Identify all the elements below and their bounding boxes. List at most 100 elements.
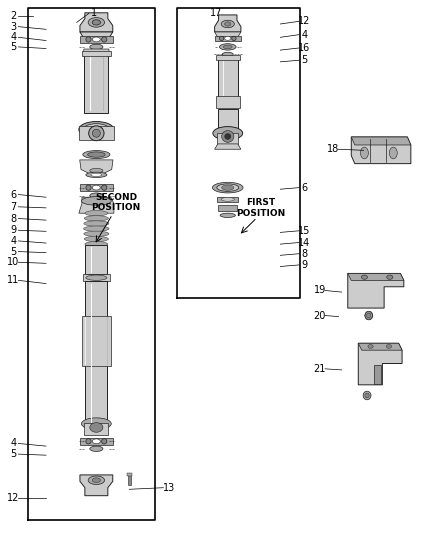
Ellipse shape: [84, 226, 109, 231]
Ellipse shape: [86, 275, 107, 280]
Ellipse shape: [223, 45, 232, 49]
Text: 12: 12: [298, 17, 311, 26]
Ellipse shape: [90, 446, 103, 451]
Ellipse shape: [86, 439, 91, 444]
Ellipse shape: [360, 147, 368, 159]
Polygon shape: [80, 160, 113, 174]
Text: SECOND
POSITION: SECOND POSITION: [92, 193, 141, 212]
Ellipse shape: [368, 345, 373, 349]
Ellipse shape: [92, 130, 100, 137]
Bar: [80, 184, 113, 191]
Text: 5: 5: [10, 247, 16, 256]
Ellipse shape: [84, 216, 109, 221]
Ellipse shape: [86, 185, 91, 190]
Polygon shape: [80, 13, 113, 32]
Ellipse shape: [222, 185, 234, 190]
Ellipse shape: [86, 37, 91, 42]
Ellipse shape: [217, 184, 239, 191]
Ellipse shape: [219, 44, 236, 50]
Text: 9: 9: [301, 260, 307, 270]
Bar: [215, 55, 240, 60]
Ellipse shape: [225, 133, 231, 140]
Text: 6: 6: [10, 190, 16, 199]
Polygon shape: [215, 15, 241, 32]
Text: 8: 8: [301, 249, 307, 259]
Text: 19: 19: [314, 286, 326, 295]
Bar: [218, 109, 237, 134]
Ellipse shape: [225, 36, 231, 40]
Polygon shape: [215, 32, 241, 37]
Ellipse shape: [219, 36, 224, 41]
Ellipse shape: [361, 275, 367, 279]
Ellipse shape: [79, 122, 114, 138]
Text: 17: 17: [210, 9, 222, 18]
Text: 7: 7: [10, 202, 16, 212]
Polygon shape: [80, 475, 113, 496]
Ellipse shape: [90, 423, 103, 432]
Polygon shape: [358, 343, 402, 385]
Ellipse shape: [102, 185, 107, 190]
Ellipse shape: [85, 241, 108, 247]
Bar: [84, 54, 109, 113]
Text: 4: 4: [10, 439, 16, 448]
Bar: [84, 423, 109, 435]
Ellipse shape: [90, 193, 103, 198]
Ellipse shape: [86, 172, 107, 177]
Ellipse shape: [386, 345, 392, 349]
Text: 18: 18: [327, 144, 339, 154]
Text: 8: 8: [10, 214, 16, 223]
Bar: [80, 438, 113, 445]
Ellipse shape: [88, 152, 105, 157]
Ellipse shape: [84, 236, 109, 241]
Polygon shape: [351, 137, 411, 164]
Text: 4: 4: [10, 236, 16, 246]
Polygon shape: [358, 343, 402, 350]
Polygon shape: [351, 137, 411, 145]
Bar: [217, 197, 238, 202]
Ellipse shape: [389, 147, 397, 159]
Ellipse shape: [81, 197, 111, 205]
Text: 20: 20: [314, 311, 326, 320]
Text: 5: 5: [10, 449, 16, 459]
Ellipse shape: [85, 211, 108, 216]
Polygon shape: [215, 144, 241, 149]
Ellipse shape: [84, 221, 109, 226]
Text: FIRST
POSITION: FIRST POSITION: [236, 198, 285, 217]
Ellipse shape: [102, 439, 107, 444]
Bar: [82, 51, 110, 56]
Ellipse shape: [367, 313, 371, 318]
Polygon shape: [83, 49, 110, 56]
Polygon shape: [348, 273, 404, 280]
Text: 5: 5: [10, 42, 16, 52]
Text: 21: 21: [314, 364, 326, 374]
Polygon shape: [79, 126, 114, 140]
Ellipse shape: [213, 126, 243, 140]
Polygon shape: [348, 273, 404, 308]
Bar: [82, 316, 110, 367]
Polygon shape: [79, 197, 114, 213]
Ellipse shape: [91, 173, 102, 176]
Bar: [215, 96, 240, 108]
Bar: [218, 59, 237, 97]
Bar: [217, 133, 238, 144]
Ellipse shape: [363, 391, 371, 400]
Text: 14: 14: [298, 238, 311, 247]
Ellipse shape: [81, 418, 111, 430]
Ellipse shape: [83, 150, 110, 159]
Bar: [127, 473, 132, 476]
Ellipse shape: [102, 37, 107, 42]
Ellipse shape: [92, 20, 100, 25]
Text: 4: 4: [10, 33, 16, 42]
Ellipse shape: [92, 185, 100, 190]
Bar: [215, 36, 241, 41]
Ellipse shape: [92, 37, 100, 42]
Text: 1: 1: [91, 9, 97, 18]
Polygon shape: [374, 365, 381, 384]
Ellipse shape: [223, 52, 233, 56]
Ellipse shape: [92, 439, 100, 443]
Text: 13: 13: [162, 483, 175, 492]
Ellipse shape: [88, 18, 105, 27]
Ellipse shape: [225, 22, 231, 26]
Ellipse shape: [88, 126, 104, 141]
Bar: [85, 281, 107, 424]
